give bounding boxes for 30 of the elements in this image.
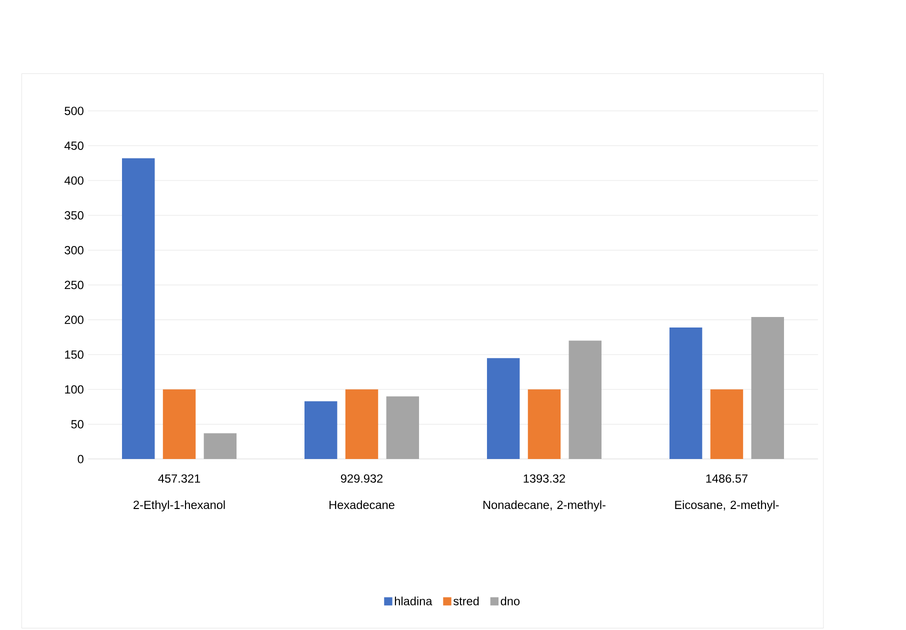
- y-tick-label: 450: [64, 142, 84, 150]
- bar: [528, 389, 561, 460]
- bar: [345, 389, 378, 460]
- bar: [751, 317, 784, 460]
- y-tick-label: 0: [78, 454, 84, 464]
- legend-label: dno: [500, 596, 520, 606]
- y-tick-label: 100: [65, 385, 84, 394]
- bar: [486, 358, 520, 460]
- y-tick-label: 300: [64, 246, 84, 254]
- category-label: 457.321 2-Ethyl-1-hexanol: [134, 474, 225, 512]
- y-tick-label: 350: [64, 211, 84, 220]
- y-tick-label: 150: [65, 350, 84, 359]
- category-label: 1393.32 Nonadecane, 2-methyl-: [483, 474, 606, 512]
- legend-label: hladina: [394, 596, 432, 606]
- category-label: 929.932 Hexadecane: [330, 474, 394, 510]
- y-tick-label: 50: [71, 420, 84, 428]
- y-tick-label: 200: [64, 316, 84, 324]
- bar: [304, 401, 338, 460]
- y-tick-label: 250: [64, 280, 84, 290]
- y-tick-label: 500: [64, 106, 84, 116]
- bar: [568, 340, 602, 460]
- bar: [669, 327, 702, 460]
- y-tick-label: 400: [64, 176, 84, 185]
- bar: [710, 389, 744, 460]
- legend-label: stred: [453, 596, 479, 606]
- bar: [162, 389, 196, 460]
- bar: [122, 158, 155, 460]
- bar: [204, 433, 237, 460]
- bar: [386, 396, 420, 460]
- category-label: 1486.57 Eicosane, 2-methyl-: [675, 474, 779, 512]
